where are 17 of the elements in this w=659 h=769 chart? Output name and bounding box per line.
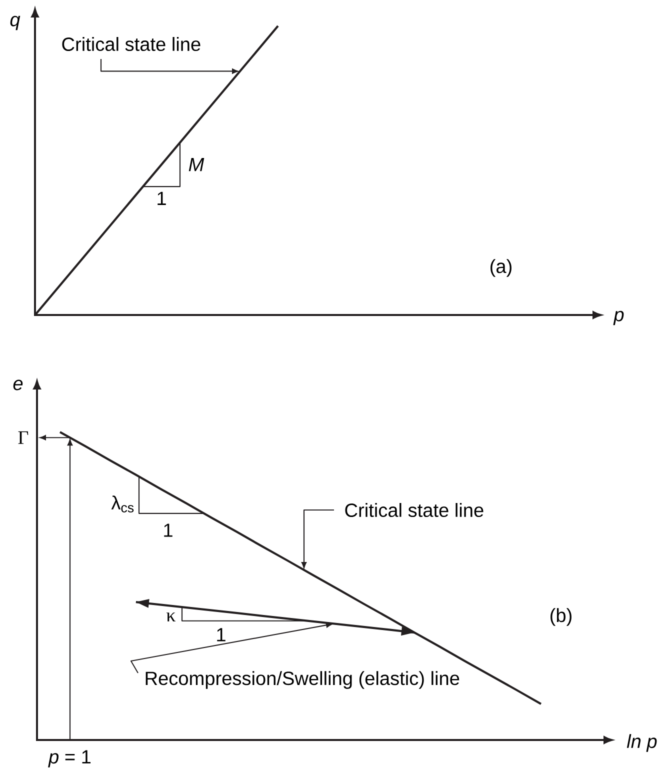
annotation: κ [166, 612, 176, 622]
annotation: 1 [158, 192, 166, 205]
annotation: Critical state line [62, 37, 200, 52]
annotation: (b) [550, 608, 572, 626]
y-axis-title: q [10, 16, 20, 30]
y-axis-title: e [13, 380, 23, 390]
annotation: M [188, 158, 204, 172]
x-axis-title: ln p [626, 734, 657, 752]
annotation: 1 [217, 628, 226, 642]
annotation: Recompression/Swelling (elastic) line [146, 671, 460, 689]
annotation: 1 [164, 524, 172, 537]
text: p = 1 [48, 750, 91, 768]
text: Γ [18, 431, 28, 444]
x-axis-title: p [613, 310, 624, 326]
annotation: λ$_{cs}$ [111, 496, 134, 512]
annotation: Critical state line [345, 503, 484, 518]
annotation: (a) [490, 259, 512, 277]
